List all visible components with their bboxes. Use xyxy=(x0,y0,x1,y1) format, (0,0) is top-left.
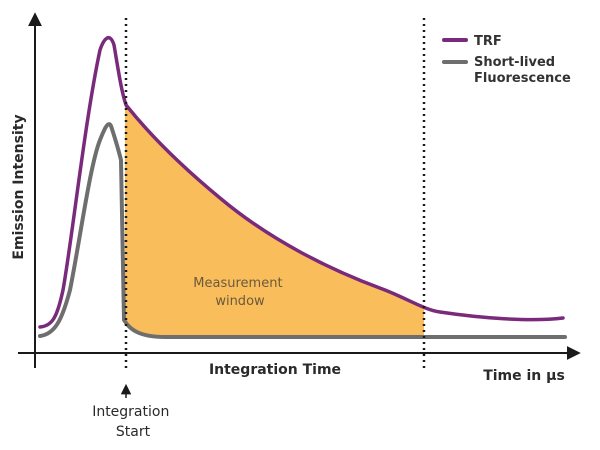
measurement-window-area xyxy=(125,103,424,337)
legend-trf-label: TRF xyxy=(474,34,502,49)
x-axis-label: Integration Time xyxy=(209,362,341,378)
legend: TRF Short-lived Fluorescence xyxy=(442,34,571,86)
trf-curve xyxy=(38,35,565,329)
y-axis-label: Emission Intensity xyxy=(11,114,27,259)
short-lived-fluorescence-curve xyxy=(38,122,567,339)
x-axis-end-label: Time in µs xyxy=(483,368,565,384)
integration-start-label: Integration Start xyxy=(92,404,174,440)
measurement-window-label: Measurement window xyxy=(193,276,286,309)
legend-short-lived-label: Short-lived Fluorescence xyxy=(474,55,571,86)
